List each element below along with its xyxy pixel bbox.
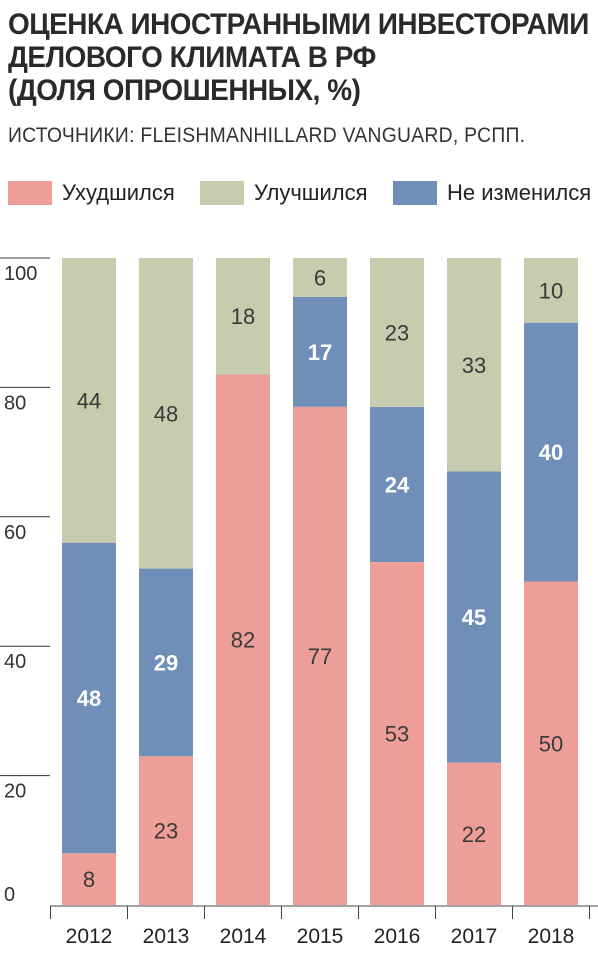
x-tick-label-2014: 2014 (220, 925, 267, 948)
data-label-2017-series-1: 45 (462, 605, 486, 630)
data-label-2013-series-2: 48 (154, 401, 178, 426)
bar-2018-series-1 (524, 322, 578, 582)
data-label-2014-series-2: 18 (231, 304, 255, 329)
bar-2014-series-0 (216, 374, 270, 906)
bar-2012-series-2 (62, 258, 116, 543)
bar-2013-series-0 (139, 756, 193, 905)
data-label-2017-series-0: 22 (462, 822, 486, 847)
bar-2017-series-2 (447, 258, 501, 472)
legend-label-improved: Улучшился (254, 180, 368, 205)
data-label-2014-series-0: 82 (231, 628, 255, 653)
data-label-2012-series-0: 8 (83, 867, 95, 892)
y-tick-label-60: 60 (4, 522, 26, 544)
y-tick-label-20: 20 (4, 781, 26, 803)
data-label-2016-series-0: 53 (385, 722, 409, 747)
bar-2015-series-2 (293, 258, 347, 297)
bar-2018-series-2 (524, 258, 578, 323)
legend-label-worsened: Ухудшился (62, 180, 175, 205)
bar-2014-series-2 (216, 258, 270, 375)
data-label-2018-series-0: 50 (539, 731, 563, 756)
data-label-2013-series-0: 23 (154, 819, 178, 844)
x-tick-label-2018: 2018 (528, 925, 575, 948)
x-tick-label-2013: 2013 (143, 925, 190, 948)
x-tick-label-2015: 2015 (297, 925, 344, 948)
bar-2017-series-1 (447, 471, 501, 763)
bar-2018-series-0 (524, 581, 578, 905)
bar-2015-series-0 (293, 406, 347, 905)
bar-2012-series-1 (62, 542, 116, 854)
data-label-2015-series-2: 6 (314, 265, 326, 290)
y-tick-label-100: 100 (4, 263, 37, 285)
y-tick-label-40: 40 (4, 651, 26, 673)
data-label-2018-series-2: 10 (539, 278, 563, 303)
data-label-2015-series-0: 77 (308, 644, 332, 669)
x-tick-label-2012: 2012 (66, 925, 113, 948)
bar-2013-series-2 (139, 258, 193, 569)
y-tick-label-80: 80 (4, 392, 26, 414)
data-label-2012-series-1: 48 (77, 686, 101, 711)
legend-swatch-worsened (8, 181, 52, 205)
x-tick-label-2017: 2017 (451, 925, 498, 948)
data-label-2013-series-1: 29 (154, 650, 178, 675)
chart-legend: Ухудшился Улучшился Не изменился (0, 178, 598, 208)
chart-title-line-3: (ДОЛЯ ОПРОШЕННЫХ, %) (8, 74, 361, 107)
bar-2016-series-1 (370, 406, 424, 563)
data-label-2016-series-2: 23 (385, 320, 409, 345)
bar-2013-series-1 (139, 568, 193, 757)
legend-swatch-unchanged (393, 181, 437, 205)
legend-label-unchanged: Не изменился (447, 180, 592, 205)
chart-title: ОЦЕНКА ИНОСТРАННЫМИ ИНВЕСТОРАМИ ДЕЛОВОГО… (8, 8, 589, 107)
legend-swatch-improved (200, 181, 244, 205)
y-tick-label-0: 0 (4, 884, 15, 906)
data-label-2016-series-1: 24 (385, 472, 410, 497)
bar-2017-series-0 (447, 762, 501, 905)
data-label-2017-series-2: 33 (462, 353, 486, 378)
bar-2012-series-0 (62, 853, 116, 905)
chart-title-line-2: ДЕЛОВОГО КЛИМАТА В РФ (8, 41, 376, 74)
bar-2016-series-2 (370, 258, 424, 407)
data-label-2015-series-1: 17 (308, 340, 332, 365)
bar-2016-series-0 (370, 562, 424, 905)
data-label-2018-series-1: 40 (539, 440, 563, 465)
bar-2015-series-1 (293, 296, 347, 407)
data-label-2012-series-2: 44 (77, 388, 101, 413)
chart-source: ИСТОЧНИКИ: FLEISHMANHILLARD VANGUARD, РС… (8, 124, 526, 147)
chart-title-line-1: ОЦЕНКА ИНОСТРАННЫМИ ИНВЕСТОРАМИ (8, 8, 589, 41)
x-tick-label-2016: 2016 (374, 925, 421, 948)
